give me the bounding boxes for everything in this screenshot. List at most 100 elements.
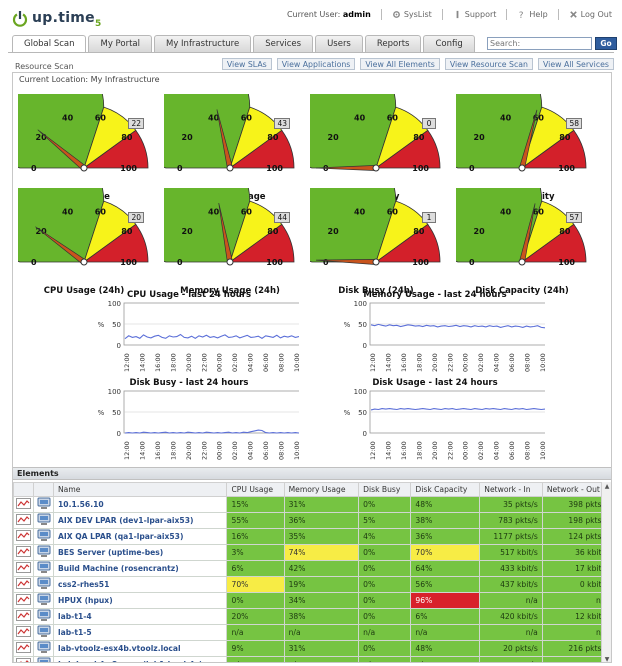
logo-text: up.time: [32, 10, 95, 26]
col-cpu-usage[interactable]: CPU Usage: [226, 482, 285, 497]
graph-icon[interactable]: [13, 496, 34, 513]
logout-link[interactable]: Log Out: [569, 10, 612, 19]
gauge-value: 1: [422, 212, 436, 223]
gauge-disk-busy-24h[interactable]: 0 20 40 60 80 100 1 Disk Busy (24h): [310, 188, 442, 296]
col-disk-capacity[interactable]: Disk Capacity: [410, 482, 481, 497]
element-name-link[interactable]: lab-vtoolz-esx4b.vtoolz.local: [52, 640, 228, 657]
tab-my-portal[interactable]: My Portal: [88, 35, 152, 52]
graph-icon[interactable]: [13, 576, 34, 593]
graph-icon: [16, 610, 31, 621]
x-tick-label: 02:00: [477, 441, 485, 460]
search-go-button[interactable]: Go: [595, 37, 617, 50]
view-slas-button[interactable]: View SLAs: [221, 58, 272, 70]
element-name-link[interactable]: BES Server (uptime-bes): [52, 544, 228, 561]
col-memory-usage[interactable]: Memory Usage: [283, 482, 360, 497]
metric-cell-busy: 0%: [358, 640, 412, 657]
element-name-link[interactable]: Build Machine (rosencrantz): [52, 560, 228, 577]
server-icon: [37, 497, 50, 509]
element-name-link[interactable]: 10.1.56.10: [52, 496, 228, 513]
tab-reports[interactable]: Reports: [364, 35, 422, 52]
table-row[interactable]: 10.1.56.10 15% 31% 0% 48% 35 pkts/s 398 pkts/s: [13, 496, 611, 513]
graph-icon[interactable]: [13, 528, 34, 545]
server-icon: [37, 513, 50, 525]
gauge-green-zone: [164, 94, 251, 169]
support-link[interactable]: Support: [453, 10, 496, 19]
table-row[interactable]: HPUX (hpux)0%34%0%96%n/an/a: [13, 592, 611, 609]
graph-icon[interactable]: [13, 512, 34, 529]
x-tick-label: 02:00: [231, 353, 239, 372]
gauge-memory-usage-24h[interactable]: 0 20 40 60 80 100 44 Memory Usage (24h): [164, 188, 296, 296]
x-tick-label: 22:00: [446, 441, 454, 460]
gauge-value: 20: [128, 212, 144, 223]
gauge-dial: 0 20 40 60 80 100: [18, 94, 149, 173]
chart-cpu-usage-24h[interactable]: CPU Usage - last 24 hours 0 50 100% 12:00 14…: [79, 290, 301, 376]
gauge-tick-label: 20: [182, 133, 194, 142]
element-name-link[interactable]: AIX DEV LPAR (dev1-lpar-aix53): [52, 512, 228, 529]
tab-services[interactable]: Services: [253, 35, 314, 52]
table-row[interactable]: Build Machine (rosencrantz) 6% 42% 0% 64% 433…: [13, 560, 611, 577]
gauge-cpu-usage[interactable]: 02040608010022CPU Usage: [18, 94, 150, 202]
gauge-red-zone: [520, 223, 587, 263]
table-row[interactable]: lab-t1-4 20% 38% 0% 6% 420 kbit/s 12 kbit/s: [13, 608, 611, 625]
chart-disk-usage-24h[interactable]: Disk Usage - last 24 hours 0 50 100% 12:00 1…: [325, 378, 547, 464]
view-resource-scan-button[interactable]: View Resource Scan: [444, 58, 533, 70]
chart-memory-usage-24h[interactable]: Memory Usage - last 24 hours 0 50 100% 12:0…: [325, 290, 547, 376]
y-tick-label: 0: [117, 430, 121, 438]
element-name-link[interactable]: lab-t1-5: [52, 624, 228, 641]
x-tick-label: 20:00: [431, 353, 439, 372]
col-disk-busy[interactable]: Disk Busy: [358, 482, 412, 497]
y-tick-label: 100: [354, 388, 367, 396]
element-name-link[interactable]: HPUX (hpux): [52, 592, 228, 609]
view-applications-button[interactable]: View Applications: [276, 58, 356, 70]
tab-global-scan[interactable]: Global Scan: [12, 35, 87, 53]
table-row[interactable]: AIX QA LPAR (qa1-lpar-aix53) 16% 35% 4% 36% 1…: [13, 528, 611, 545]
search-input[interactable]: [487, 37, 592, 50]
graph-icon[interactable]: [13, 544, 34, 561]
graph-icon: [16, 594, 31, 605]
col-network-in[interactable]: Network - In: [479, 482, 543, 497]
table-row[interactable]: lab-vtoolz-esx4b.vtoolz.local 9% 31% 0% 48% 2…: [13, 640, 611, 657]
table-row[interactable]: BES Server (uptime-bes) 3% 74% 0% 70% 517 kbi…: [13, 544, 611, 561]
gauge-title: Disk Busy (24h): [338, 286, 414, 296]
metric-cell-cap: 64%: [410, 560, 481, 577]
table-row[interactable]: css2-rhes51 70% 19% 0% 56% 437 kbit/s 0 kbit/s: [13, 576, 611, 593]
scroll-up-arrow-icon[interactable]: ▲: [604, 483, 610, 490]
y-tick-label: 50: [112, 409, 121, 417]
gauge-disk-busy[interactable]: 0204060801000Disk Busy: [310, 94, 442, 202]
view-all-services-button[interactable]: View All Services: [537, 58, 614, 70]
col-name[interactable]: Name: [52, 482, 228, 497]
chart-disk-busy-24h[interactable]: Disk Busy - last 24 hours 0 50 100% 12:00 14…: [79, 378, 301, 464]
element-name-link[interactable]: lab-t1-4: [52, 608, 228, 625]
gauge-tick-label: 40: [208, 208, 220, 217]
graph-icon[interactable]: [13, 624, 34, 641]
gauge-memory-usage[interactable]: 02040608010043Memory Usage: [164, 94, 296, 202]
syslist-link[interactable]: SysList: [392, 10, 432, 19]
x-tick-label: 22:00: [200, 353, 208, 372]
metric-cell-cap: 96%: [410, 592, 481, 609]
view-all-elements-button[interactable]: View All Elements: [360, 58, 440, 70]
gauge-green-zone: [18, 188, 105, 263]
elements-scrollbar[interactable]: ▲ ▼: [601, 482, 611, 663]
gauge-disk-capacity[interactable]: 02040608010058Disk Capacity: [456, 94, 588, 202]
graph-icon[interactable]: [13, 608, 34, 625]
element-name-link[interactable]: css2-rhes51: [52, 576, 228, 593]
element-name-link[interactable]: Lab Load 4c Server (lab1-load-4c): [52, 656, 228, 662]
table-row[interactable]: AIX DEV LPAR (dev1-lpar-aix53) 55% 36% 5% 38…: [13, 512, 611, 529]
tab-my-infrastructure[interactable]: My Infrastructure: [153, 35, 252, 52]
gauge-disk-capacity-24h[interactable]: 0 20 40 60 80 100 57 Disk Capacity (24h): [456, 188, 588, 296]
help-link[interactable]: ? Help: [517, 10, 547, 19]
tab-config[interactable]: Config: [423, 35, 475, 52]
graph-icon[interactable]: [13, 592, 34, 609]
graph-icon[interactable]: [13, 560, 34, 577]
table-row[interactable]: lab-t1-5n/an/an/an/an/an/a: [13, 624, 611, 641]
element-name-link[interactable]: AIX QA LPAR (qa1-lpar-aix53): [52, 528, 228, 545]
table-row[interactable]: Lab Load 4c Server (lab1-load-4c)n/an/an…: [13, 656, 611, 662]
scroll-down-arrow-icon[interactable]: ▼: [604, 656, 610, 663]
tab-users[interactable]: Users: [315, 35, 363, 52]
graph-icon[interactable]: [13, 640, 34, 657]
uptime-logo[interactable]: up.time5: [12, 10, 102, 29]
x-tick-label: 10:00: [539, 441, 545, 460]
server-icon: [37, 529, 50, 541]
graph-icon[interactable]: [13, 656, 34, 662]
